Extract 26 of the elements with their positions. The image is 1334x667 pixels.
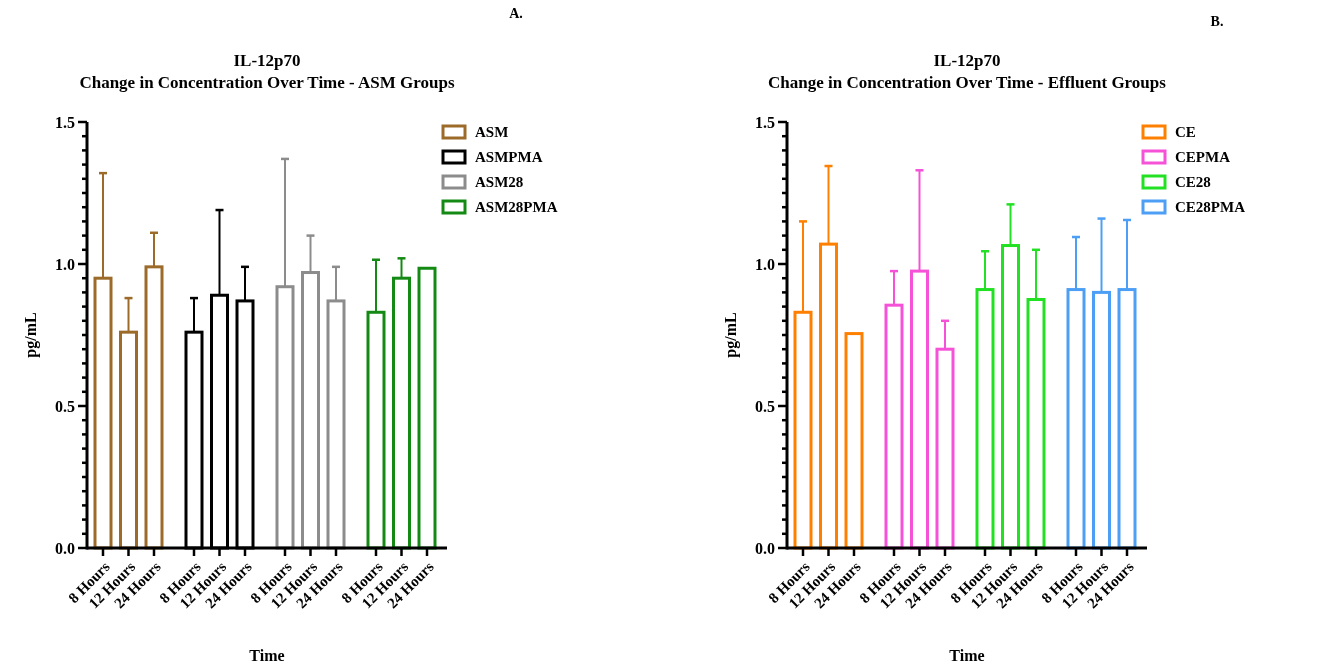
y-tick-label: 0.0 bbox=[55, 539, 75, 557]
chart-subtitle: Change in Concentration Over Time - ASM Groups bbox=[79, 73, 455, 92]
legend-label: ASM bbox=[475, 124, 509, 141]
text: A. bbox=[509, 6, 523, 21]
text: B. bbox=[1210, 14, 1224, 29]
legend-label: CEPMA bbox=[1175, 149, 1231, 166]
chart-title: IL-12p70 bbox=[933, 51, 1001, 70]
chart-title: IL-12p70 bbox=[233, 51, 301, 70]
y-axis-title: pg/mL bbox=[722, 312, 740, 358]
legend-label: ASMPMA bbox=[475, 149, 543, 166]
legend-label: CE28PMA bbox=[1175, 199, 1246, 216]
x-axis-title: Time bbox=[249, 647, 285, 664]
legend-label: ASM28 bbox=[475, 174, 524, 191]
chart-subtitle: Change in Concentration Over Time - Effluent Groups bbox=[768, 73, 1167, 92]
y-tick-label: 0.0 bbox=[755, 539, 775, 557]
y-tick-label: 1.5 bbox=[55, 113, 75, 131]
legend-label: CE bbox=[1175, 124, 1196, 141]
y-tick-label: 1.5 bbox=[755, 113, 775, 131]
legend-label: ASM28PMA bbox=[475, 199, 558, 216]
legend-label: CE28 bbox=[1175, 174, 1211, 191]
y-tick-label: 0.5 bbox=[755, 397, 775, 415]
y-tick-label: 1.0 bbox=[755, 255, 775, 273]
y-tick-label: 0.5 bbox=[55, 397, 75, 415]
y-tick-label: 1.0 bbox=[55, 255, 75, 273]
x-axis-title: Time bbox=[949, 647, 985, 664]
y-axis-title: pg/mL bbox=[22, 312, 40, 358]
